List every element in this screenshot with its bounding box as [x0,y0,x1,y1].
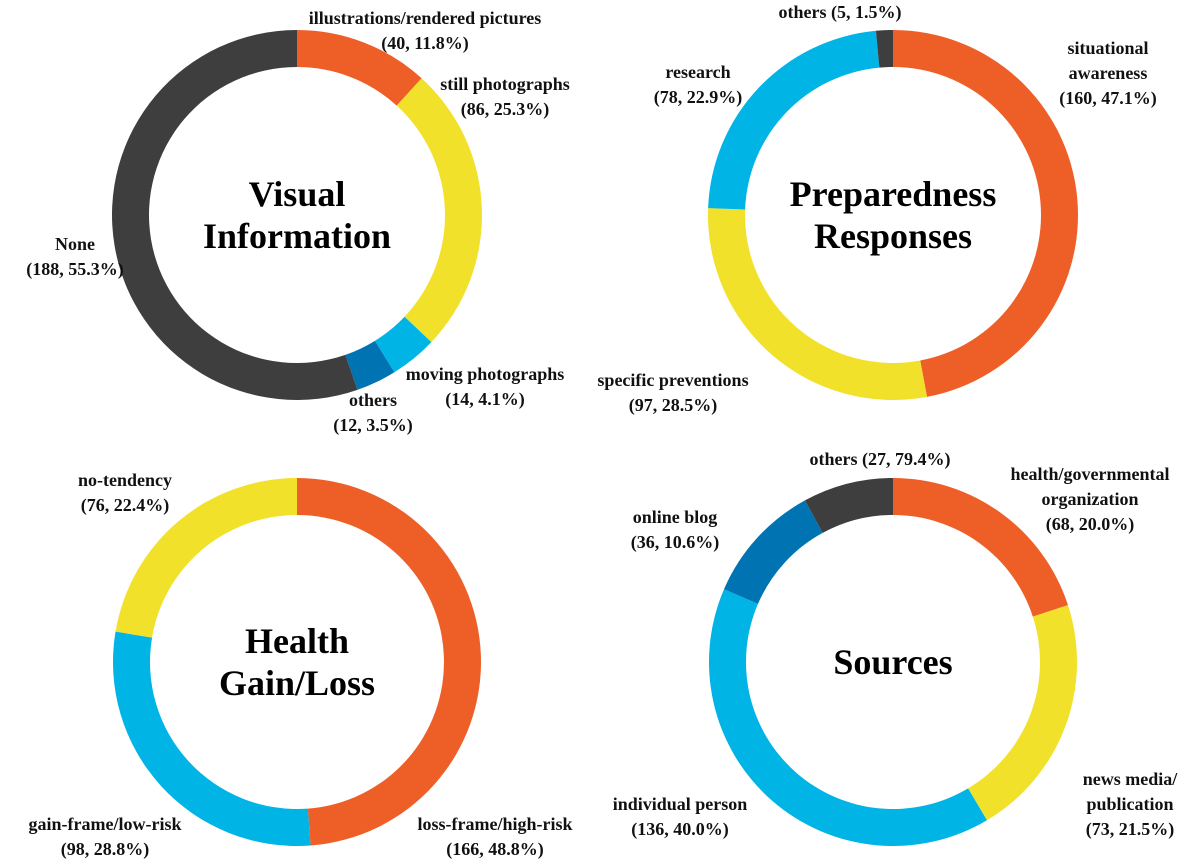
slice-label: specific preventions (97, 28.5%) [597,368,748,418]
slice-label-line: news media/ [1082,769,1178,789]
slice-label: still photographs (86, 25.3%) [440,72,570,122]
donut-slice [875,30,893,68]
donut-slice [709,589,987,846]
donut-slice [723,500,823,604]
donut-center-title: Health Gain/Loss [219,620,375,704]
slice-label: None (188, 55.3%) [26,232,124,282]
slice-label-line: organization [1041,489,1139,509]
slice-label-line: (188, 55.3%) [26,259,124,279]
slice-label: situational awareness (160, 47.1%) [1059,36,1157,111]
slice-label: health/governmental organization (68, 20.0… [1011,462,1170,537]
donut-slice [804,478,893,533]
slice-label-line: (73, 21.5%) [1085,819,1175,839]
donut-slice [374,316,432,373]
donut-slice [893,30,1079,397]
donut-center-title: Visual Information [203,173,391,257]
slice-label-line: others [349,390,397,410]
slice-label-line: individual person [612,794,748,814]
slice-label-line: online blog [632,507,718,527]
slice-label: others (12, 3.5%) [333,388,413,438]
slice-label: online blog (36, 10.6%) [631,505,720,555]
slice-label-line: (12, 3.5%) [333,415,413,435]
slice-label-line: health/governmental [1010,464,1170,484]
slice-label-line: (136, 40.0%) [631,819,729,839]
donut-slice [297,478,481,846]
slice-label-line: (14, 4.1%) [445,389,525,409]
donut-title-line: Preparedness [789,174,997,214]
donut-slice [112,631,311,846]
donut-slice [297,30,422,106]
slice-label: news media/publication (73, 21.5%) [1083,767,1178,842]
slice-label: individual person (136, 40.0%) [613,792,748,842]
donut-slice [112,30,358,400]
donut-title-line: Visual [248,174,346,214]
donut-title-line: Responses [813,216,973,256]
slice-label: loss-frame/high-risk (166, 48.8%) [418,812,573,862]
slice-label-line: (36, 10.6%) [630,532,720,552]
slice-label-line: (98, 28.8%) [60,839,150,859]
donut-title-line: Information [203,216,391,256]
slice-label: moving photographs (14, 4.1%) [406,362,565,412]
slice-label-line: (78, 22.9%) [653,87,743,107]
slice-label-line: None [55,234,95,254]
slice-label-line: situational [1067,38,1149,58]
slice-label-line: still photographs [440,74,570,94]
donut-title-line: Sources [833,642,953,682]
donut-slice [396,78,483,343]
slice-label: no-tendency (76, 22.4%) [78,468,172,518]
slice-label-line: (97, 28.5%) [628,395,718,415]
slice-label: others (27, 79.4%) [810,447,951,472]
donut-slice [345,340,395,390]
donut-title-line: Health [245,621,349,661]
slice-label-line: (166, 48.8%) [446,839,544,859]
donut-title-line: Gain/Loss [218,663,376,703]
slice-label-line: (160, 47.1%) [1059,88,1157,108]
donut-center-title: Sources [833,641,952,683]
slice-label-line: loss-frame/high-risk [417,814,573,834]
slice-label-line: gain-frame/low-risk [28,814,182,834]
slice-label: research (78, 22.9%) [654,60,743,110]
donut-slice [708,208,927,400]
slice-label: gain-frame/low-risk (98, 28.8%) [29,812,182,862]
slice-label-line: publication [1086,794,1174,814]
donut-center-title: Preparedness Responses [790,173,997,257]
slice-label-line: awareness [1068,63,1148,83]
slice-label: illustrations/rendered pictures (40, 11.8… [309,6,542,56]
slice-label-line: others (5, 1.5%) [778,2,902,22]
slice-label-line: others (27, 79.4%) [809,449,951,469]
donut-slice [115,478,297,638]
slice-label-line: (68, 20.0%) [1045,514,1135,534]
slice-label-line: no-tendency [78,470,172,490]
slice-label-line: (86, 25.3%) [460,99,550,119]
slice-label-line: specific preventions [597,370,749,390]
donut-slice [708,30,880,210]
slice-label-line: (40, 11.8%) [381,33,469,53]
slice-label-line: (76, 22.4%) [80,495,170,515]
donut-slice [893,478,1068,617]
slice-label-line: illustrations/rendered pictures [308,8,542,28]
donut-slice [968,605,1077,821]
slice-label-line: research [665,62,731,82]
slice-label: others (5, 1.5%) [779,0,902,25]
slice-label-line: moving photographs [405,364,565,384]
